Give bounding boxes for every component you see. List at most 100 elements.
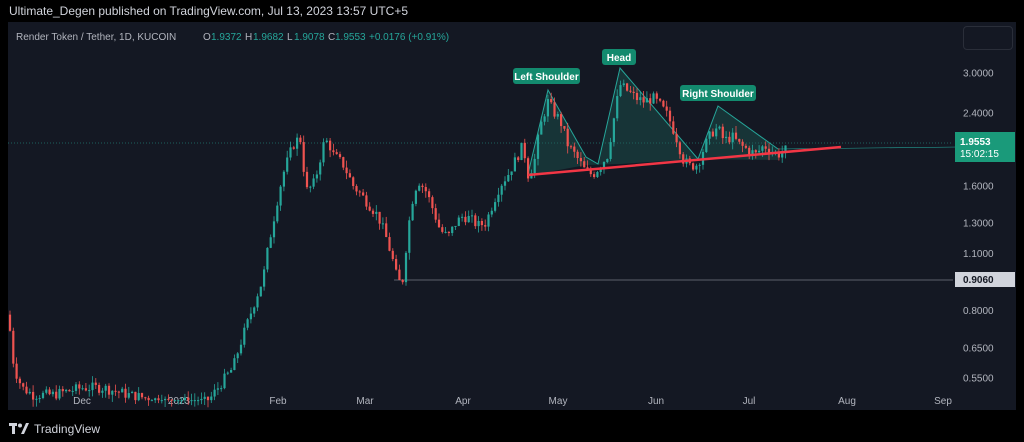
candle-body [619, 85, 622, 97]
high-label: H [245, 32, 252, 43]
candle-body [533, 158, 536, 174]
tradingview-logo-text: TradingView [34, 422, 101, 436]
tradingview-logo[interactable]: TradingView [9, 422, 100, 436]
candle-body [157, 398, 160, 401]
candle-body [206, 396, 210, 401]
candle-body [226, 372, 229, 374]
candle-body [764, 146, 767, 149]
candle-body [160, 400, 163, 402]
close-value: 1.9553 [335, 32, 366, 43]
support-price-tag: 0.9060 [955, 272, 1015, 287]
candle-body [183, 397, 186, 401]
candle-body [335, 152, 338, 155]
chart-settings-button[interactable] [963, 26, 1013, 50]
candle-body [698, 164, 701, 166]
left-shoulder-label-group[interactable]: Left Shoulder [513, 68, 580, 84]
symbol-label: Render Token / Tether, 1D, KUCOIN [16, 32, 176, 43]
candle-body [279, 186, 282, 206]
candle-body [18, 378, 21, 384]
candle-body [84, 388, 87, 391]
candle-body [114, 390, 117, 392]
candle-body [777, 151, 780, 158]
price-tick-label: 0.8000 [963, 306, 994, 317]
extension-line [777, 146, 959, 150]
candle-body [428, 191, 431, 198]
candle-body [424, 187, 427, 192]
pattern-fill [528, 68, 778, 174]
candle-body [659, 98, 662, 101]
candle-body [556, 114, 559, 117]
candle-body [721, 126, 724, 139]
time-tick-label: Aug [838, 396, 856, 407]
candle-body [170, 399, 173, 401]
candle-body [401, 279, 404, 283]
candle-body [728, 136, 731, 143]
candle-body [734, 132, 738, 139]
price-chart[interactable]: Render Token / Tether, 1D, KUCOIN O 1.93… [8, 22, 1016, 410]
candle-body [362, 192, 365, 196]
candle-body [352, 177, 355, 187]
candle-body [154, 398, 157, 401]
candle-body [484, 225, 487, 227]
candle-body [553, 102, 556, 117]
candle-body [137, 393, 140, 401]
candle-body [292, 147, 295, 149]
low-label: L [287, 32, 293, 43]
candle-body [655, 93, 658, 99]
change-value: +0.0176 (+0.91%) [369, 32, 449, 43]
candle-body [388, 237, 391, 251]
candle-body [81, 388, 84, 390]
candle-body [216, 388, 219, 390]
price-axis[interactable]: 3.00002.40001.60001.30001.10000.95000.80… [963, 68, 994, 384]
publish-header: Ultimate_Degen published on TradingView.… [0, 0, 1024, 22]
candle-body [583, 161, 586, 168]
right-shoulder-label-group[interactable]: Right Shoulder [680, 85, 756, 101]
neckline[interactable] [527, 145, 842, 177]
candle-body [147, 397, 150, 401]
candle-body [612, 118, 615, 143]
candle-body [246, 319, 249, 328]
candle-body [200, 398, 203, 401]
candle-body [503, 181, 507, 186]
candle-body [629, 90, 632, 92]
candle-body [527, 158, 530, 179]
candle-body [467, 215, 470, 223]
candle-body [507, 175, 510, 182]
chart-area[interactable]: Render Token / Tether, 1D, KUCOIN O 1.93… [8, 22, 1016, 410]
countdown-value: 15:02:15 [960, 149, 999, 160]
candle-body [299, 137, 302, 143]
price-tick-label: 2.4000 [963, 108, 994, 119]
candle-body [744, 145, 747, 148]
candle-body [708, 131, 711, 139]
candle-body [487, 214, 490, 227]
candle-body [71, 390, 74, 392]
candle-body [371, 210, 375, 214]
candle-body [25, 386, 28, 394]
candle-body [365, 195, 368, 207]
candle-body [88, 390, 91, 392]
candle-body [695, 165, 698, 170]
candle-body [421, 185, 424, 188]
candle-body [38, 398, 41, 400]
price-tick-label: 1.3000 [963, 219, 994, 230]
candle-body [675, 133, 678, 143]
candle-body [497, 194, 500, 203]
time-axis[interactable]: Dec 2023 Feb Mar Apr May Jun Jul Aug Sep [73, 396, 952, 407]
candle-body [391, 250, 394, 260]
time-tick-label: Apr [455, 396, 471, 407]
candle-body [58, 389, 61, 399]
candle-body [596, 172, 599, 177]
candle-body [404, 252, 408, 283]
candle-body [358, 191, 361, 193]
candle-body [355, 186, 358, 192]
candle-body [395, 259, 398, 270]
candle-body [121, 388, 124, 393]
candle-body [573, 146, 576, 152]
time-tick-label: May [549, 396, 568, 407]
candle-body [477, 220, 480, 227]
head-label-group[interactable]: Head [602, 49, 636, 65]
left-shoulder-label: Left Shoulder [514, 72, 579, 83]
high-value: 1.9682 [253, 32, 284, 43]
candle-body [632, 91, 635, 93]
candle-body [190, 400, 193, 402]
